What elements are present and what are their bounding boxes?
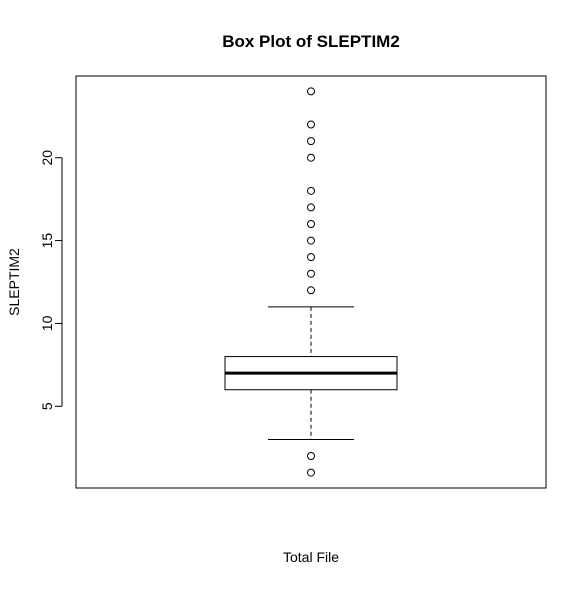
y-axis: 5 10 15 20: [39, 150, 62, 410]
outlier-point: [308, 469, 315, 476]
outlier-point: [308, 287, 315, 294]
outlier-point: [308, 154, 315, 161]
y-tick-label: 20: [39, 150, 55, 166]
outlier-point: [308, 121, 315, 128]
outlier-point: [308, 187, 315, 194]
outlier-point: [308, 237, 315, 244]
box-group: [225, 307, 397, 440]
chart-title: Box Plot of SLEPTIM2: [222, 32, 400, 51]
y-tick-label: 15: [39, 233, 55, 249]
outlier-point: [308, 453, 315, 460]
outlier-point: [308, 270, 315, 277]
y-axis-label: SLEPTIM2: [6, 248, 22, 316]
x-axis-label: Total File: [283, 549, 339, 565]
y-tick-label: 5: [39, 402, 55, 410]
outlier-point: [308, 254, 315, 261]
outlier-point: [308, 138, 315, 145]
y-tick-label: 10: [39, 315, 55, 331]
outlier-point: [308, 204, 315, 211]
outlier-point: [308, 88, 315, 95]
outlier-point: [308, 220, 315, 227]
